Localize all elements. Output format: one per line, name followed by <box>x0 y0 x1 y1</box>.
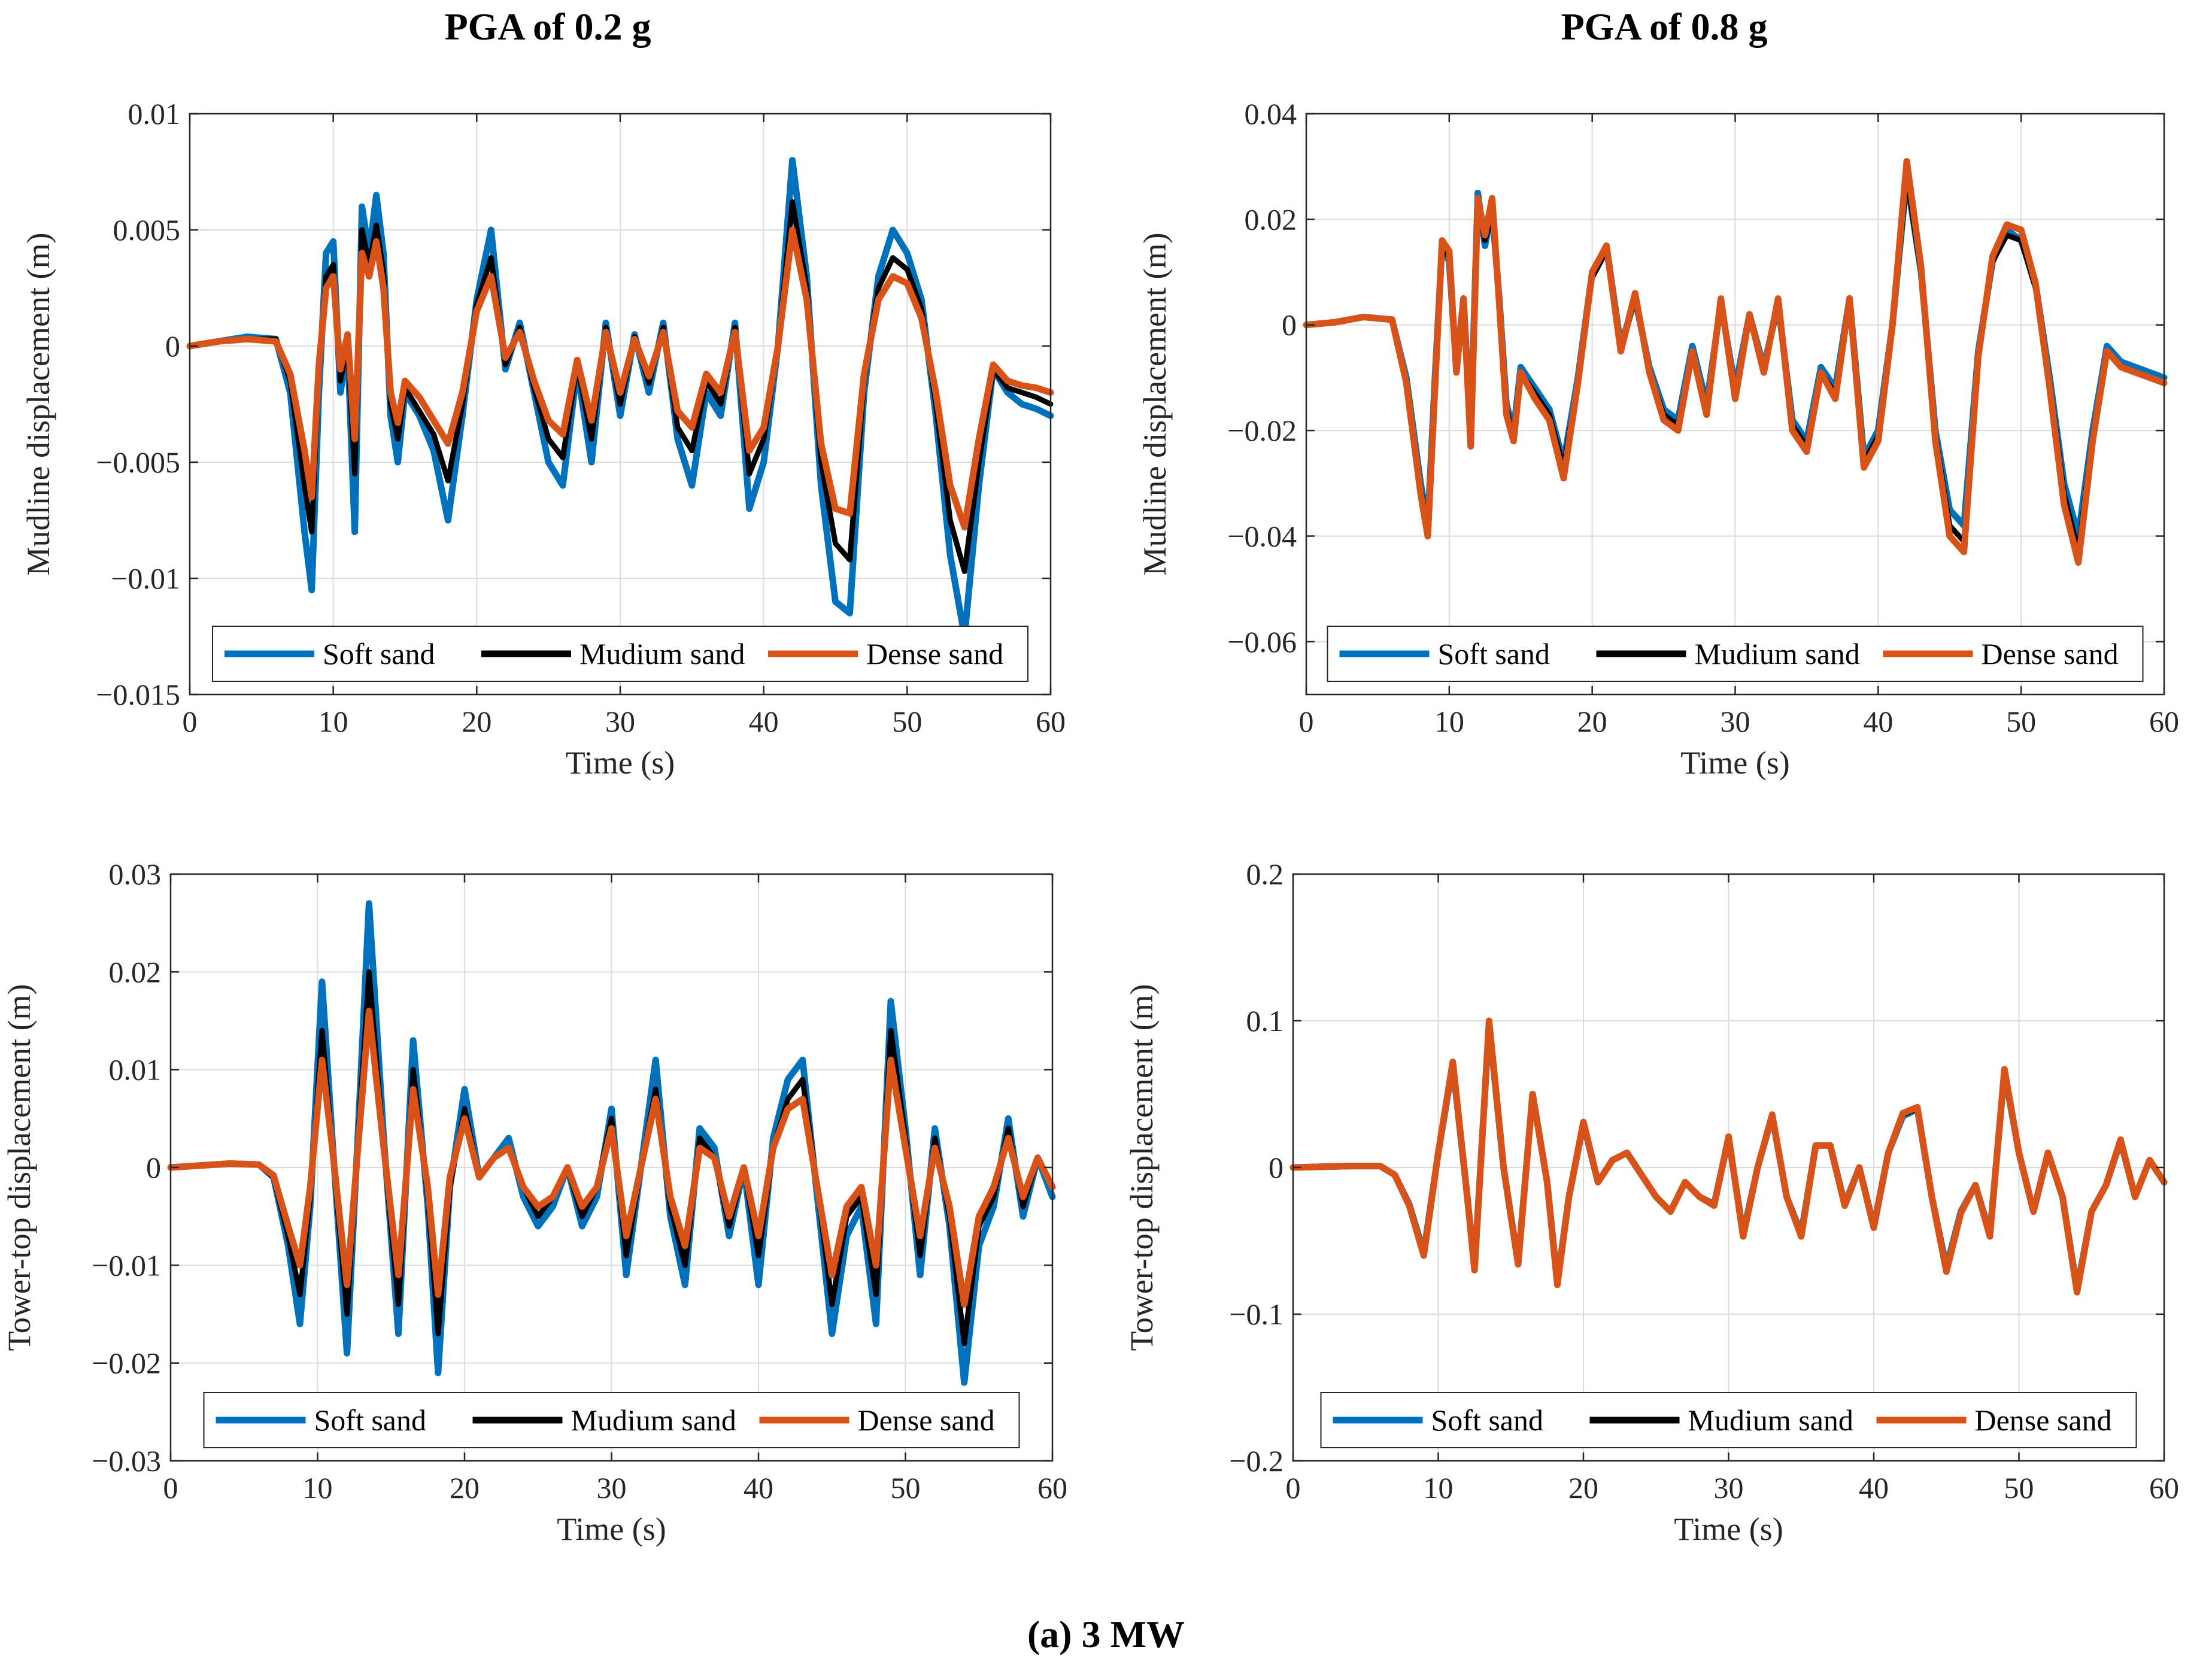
x-tick-label: 0 <box>183 705 198 738</box>
chart-bottom-right: 0 10 20 30 40 50 60 −0.2 −0.1 0 0.1 0.2 Time (s) Towe… <box>1124 857 2179 1547</box>
legend: Soft sand Mudium sand Dense sand <box>1327 626 2144 682</box>
legend: Soft sand Mudium sand Dense sand <box>203 1392 1020 1448</box>
legend-box <box>212 626 1028 682</box>
chart-bottom-left: 0 10 20 30 40 50 60 −0.03 −0.02 −0.01 0 0.01 0.02 0.0… <box>1 857 1067 1547</box>
y-tick-label: 0.005 <box>113 213 181 247</box>
y-tick-label: 0.1 <box>1246 1004 1284 1038</box>
y-axis-label: Tower-top displacement (m) <box>1 984 37 1351</box>
x-axis-label: Time (s) <box>557 1511 666 1547</box>
legend-label-mudium-sand: Mudium sand <box>1688 1403 1853 1437</box>
y-tick-label: 0.02 <box>1245 202 1297 236</box>
legend: Soft sand Mudium sand Dense sand <box>212 626 1028 682</box>
legend-label-soft-sand: Soft sand <box>314 1403 427 1437</box>
legend-label-dense-sand: Dense sand <box>1975 1403 2112 1437</box>
x-tick-label: 20 <box>450 1471 480 1505</box>
legend-label-mudium-sand: Mudium sand <box>571 1403 736 1437</box>
y-tick-label: 0.02 <box>109 955 162 988</box>
y-tick-label: 0.01 <box>109 1053 162 1087</box>
legend-label-mudium-sand: Mudium sand <box>579 637 745 671</box>
x-tick-label: 10 <box>318 705 348 738</box>
x-tick-label: 60 <box>2149 705 2179 738</box>
y-tick-label: −0.04 <box>1227 519 1297 553</box>
x-tick-label: 60 <box>2149 1471 2179 1505</box>
x-tick-label: 0 <box>1286 1471 1301 1505</box>
x-tick-label: 20 <box>1568 1471 1598 1505</box>
left-column-title: PGA of 0.2 g <box>444 5 651 48</box>
legend-box <box>1320 1392 2137 1448</box>
x-tick-label: 10 <box>303 1471 333 1505</box>
x-tick-label: 40 <box>1859 1471 1889 1505</box>
legend: Soft sand Mudium sand Dense sand <box>1320 1392 2137 1448</box>
series-line-dense-sand <box>1303 157 2168 566</box>
y-tick-label: −0.015 <box>96 678 180 711</box>
figure-caption: (a) 3 MW <box>1027 1613 1185 1655</box>
chart-top-right: 0 10 20 30 40 50 60 −0.06 −0.04 −0.02 0 0.02 0.04 Tim… <box>1137 97 2179 781</box>
x-tick-label: 20 <box>1577 705 1607 738</box>
y-tick-label: −0.01 <box>111 562 180 595</box>
x-axis-label: Time (s) <box>566 745 675 781</box>
y-tick-label: −0.01 <box>92 1248 161 1282</box>
y-tick-label: 0 <box>1269 1151 1283 1184</box>
y-tick-label: 0.03 <box>109 857 162 891</box>
chart-top-left: 0 10 20 30 40 50 60 −0.015 −0.01 −0.005 0 0.005 0.01… <box>20 97 1066 781</box>
x-tick-label: 50 <box>2006 705 2036 738</box>
y-tick-label: −0.1 <box>1229 1297 1283 1331</box>
x-tick-label: 30 <box>1714 1471 1744 1505</box>
y-tick-label: −0.2 <box>1229 1444 1283 1478</box>
x-tick-label: 40 <box>749 705 779 738</box>
y-tick-label: −0.03 <box>92 1444 161 1478</box>
y-tick-label: 0 <box>146 1151 161 1184</box>
legend-label-dense-sand: Dense sand <box>858 1403 995 1437</box>
x-tick-label: 50 <box>892 705 922 738</box>
y-axis-label: Tower-top displacement (m) <box>1124 984 1160 1351</box>
x-tick-label: 30 <box>605 705 635 738</box>
x-tick-label: 40 <box>744 1471 773 1505</box>
x-tick-label: 10 <box>1434 705 1464 738</box>
x-tick-label: 0 <box>163 1471 178 1505</box>
x-tick-label: 50 <box>2004 1471 2034 1505</box>
x-axis-label: Time (s) <box>1674 1511 1783 1547</box>
legend-label-mudium-sand: Mudium sand <box>1695 637 1860 671</box>
x-tick-label: 30 <box>597 1471 627 1505</box>
x-tick-label: 0 <box>1299 705 1314 738</box>
y-tick-label: −0.02 <box>92 1346 161 1380</box>
y-axis-label: Mudline displacement (m) <box>1137 233 1173 576</box>
legend-label-soft-sand: Soft sand <box>323 637 435 671</box>
legend-box <box>1327 626 2144 682</box>
y-tick-label: −0.005 <box>96 445 180 479</box>
legend-box <box>203 1392 1020 1448</box>
y-tick-label: 0.2 <box>1246 857 1284 891</box>
y-tick-label: 0.04 <box>1245 97 1297 131</box>
x-tick-label: 20 <box>462 705 491 738</box>
y-tick-label: 0.01 <box>128 97 181 131</box>
y-tick-label: 0 <box>165 329 180 363</box>
x-tick-label: 30 <box>1721 705 1750 738</box>
x-tick-label: 40 <box>1863 705 1893 738</box>
legend-label-dense-sand: Dense sand <box>866 637 1003 671</box>
y-tick-label: 0 <box>1282 308 1297 342</box>
legend-label-dense-sand: Dense sand <box>1982 637 2119 671</box>
series-line-dense-sand <box>186 226 1054 531</box>
grid <box>171 874 1052 1461</box>
x-tick-label: 60 <box>1037 1471 1067 1505</box>
y-tick-label: −0.02 <box>1227 414 1297 447</box>
x-axis-label: Time (s) <box>1680 745 1790 781</box>
right-column-title: PGA of 0.8 g <box>1561 5 1768 48</box>
y-tick-label: −0.06 <box>1227 625 1297 659</box>
x-tick-label: 10 <box>1424 1471 1454 1505</box>
x-tick-label: 60 <box>1036 705 1066 738</box>
y-axis-label: Mudline displacement (m) <box>20 233 56 576</box>
legend-label-soft-sand: Soft sand <box>1438 637 1550 671</box>
x-tick-label: 50 <box>891 1471 921 1505</box>
series-line-dense-sand <box>1289 1017 2168 1296</box>
series-line-dense-sand <box>167 1008 1056 1308</box>
legend-label-soft-sand: Soft sand <box>1431 1403 1544 1437</box>
